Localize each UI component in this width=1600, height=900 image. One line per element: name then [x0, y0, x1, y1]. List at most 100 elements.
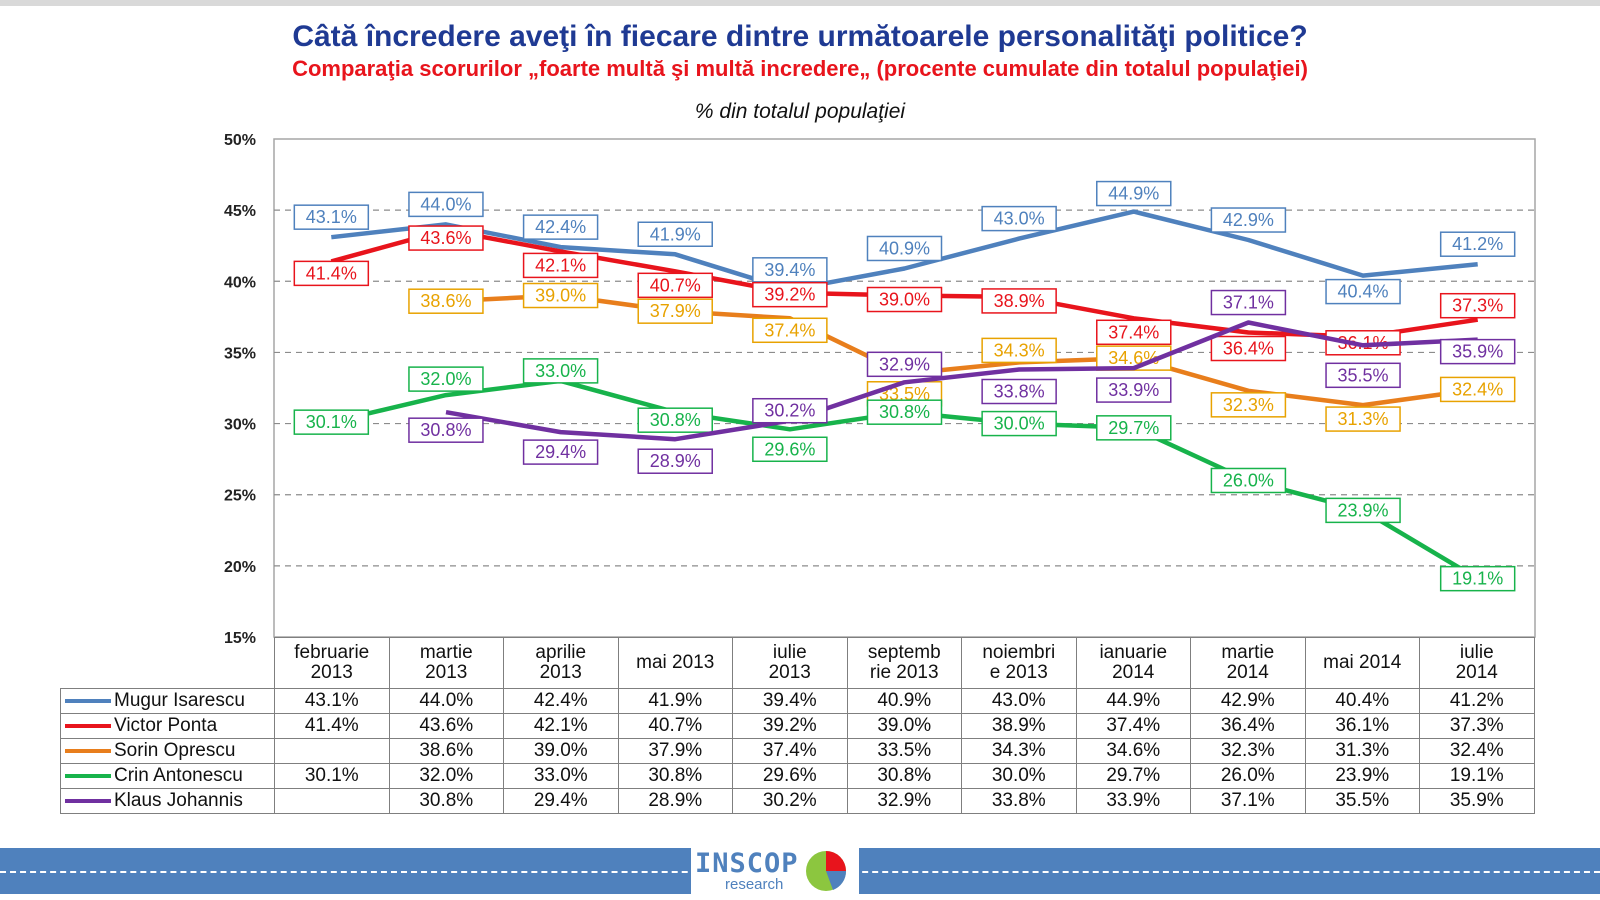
y-tick-label: 20% [224, 559, 256, 576]
data-label: 44.0% [420, 194, 471, 214]
data-label-box [752, 397, 828, 424]
footer-bar: INSCOP research [0, 846, 1600, 896]
data-label-box [637, 448, 713, 474]
data-label: 41.4% [306, 263, 357, 283]
data-label: 38.6% [420, 291, 471, 311]
value-cell: 37.4% [1075, 713, 1191, 739]
table-row: Mugur Isarescu 43.1% 44.0% 42.4% 41.9% 39.4% 4… [60, 688, 1535, 714]
data-label-box [866, 399, 943, 425]
data-label: 19.1% [1452, 569, 1503, 589]
data-label: 42.4% [535, 217, 586, 237]
value-cell: 42.9% [1190, 688, 1306, 714]
category-label: martie 2013 [388, 637, 504, 689]
category-label: aprilie 2013 [503, 637, 619, 689]
data-label-box [1096, 377, 1172, 403]
data-label-box [522, 358, 599, 384]
data-label: 32.0% [420, 369, 471, 389]
category-label: iulie 2013 [732, 637, 848, 689]
series-mugur-isarescu: 43.1% 44.0% 42.4% 41.9% 39.4% 40.9% 43.0% 44.9%… [293, 180, 1516, 305]
series-sorin-oprescu: 38.6% 39.0%37.9%37.4%33.5%34.3% 34.6%32.3%… [408, 282, 1516, 432]
value-cell: 39.0% [846, 713, 962, 739]
series-victor-ponta: 41.4% 43.6% 42.1% 40.7% 39.2% 39.0% 38.9% 37.4%… [293, 225, 1516, 362]
value-cell: 39.2% [732, 713, 848, 739]
data-label-box [1096, 319, 1172, 346]
value-cell: 35.5% [1304, 788, 1420, 814]
value-cell: 33.9% [1075, 788, 1191, 814]
data-label: 39.2% [764, 285, 815, 305]
series-name-cell: Sorin Oprescu [60, 738, 275, 764]
data-label-box [1439, 338, 1516, 365]
data-label: 37.3% [1452, 296, 1503, 316]
data-label: 33.9% [1108, 380, 1159, 400]
pie-logo-icon [806, 851, 847, 891]
data-label-box [1210, 392, 1287, 418]
data-label: 23.9% [1338, 500, 1389, 520]
category-label: martie 2014 [1190, 637, 1306, 689]
value-cell: 30.8% [617, 763, 733, 789]
value-cell: 32.9% [846, 788, 962, 814]
data-label-box [1210, 289, 1287, 316]
data-label: 33.8% [994, 382, 1045, 402]
data-label: 42.9% [1223, 210, 1274, 230]
logo-subtext: research [725, 876, 784, 893]
data-label: 30.0% [994, 414, 1045, 434]
value-cell: 41.9% [617, 688, 733, 714]
value-cell: 34.3% [961, 738, 1077, 764]
data-label-box [752, 257, 828, 283]
value-cell: 43.1% [274, 688, 390, 714]
data-label: 38.9% [994, 291, 1045, 311]
value-cell: 40.4% [1304, 688, 1420, 714]
data-label-box [981, 205, 1057, 232]
y-tick-label: 50% [224, 132, 256, 149]
top-border [0, 0, 1600, 6]
data-label-box [752, 281, 828, 308]
data-label-box [408, 191, 484, 218]
value-cell: 28.9% [617, 788, 733, 814]
series-name-cell: Mugur Isarescu [60, 688, 275, 714]
y-tick-label: 30% [224, 417, 256, 434]
table-row: Klaus Johannis 30.8% 29.4% 28.9% 30.2% 32.9% 3… [60, 788, 1535, 814]
data-label: 35.9% [1452, 342, 1503, 362]
value-cell: 32.0% [388, 763, 504, 789]
data-label: 26.0% [1223, 470, 1274, 490]
data-label: 39.4% [764, 260, 815, 280]
value-cell: 35.9% [1419, 788, 1535, 814]
data-label-box [522, 439, 599, 465]
value-cell: 44.0% [388, 688, 504, 714]
logo-text: INSCOP [695, 848, 799, 879]
data-label: 37.9% [650, 301, 701, 321]
data-label: 41.9% [650, 224, 701, 244]
data-label: 32.4% [1452, 379, 1503, 399]
value-cell: 36.1% [1304, 713, 1420, 739]
legend-swatch [65, 698, 111, 703]
data-label: 30.1% [306, 412, 357, 432]
table-row: Crin Antonescu 30.1% 32.0% 33.0% 30.8% 29.6% 3… [60, 763, 1535, 789]
table-row: Victor Ponta 41.4% 43.6% 42.1% 40.7% 39.2% 39.… [60, 713, 1535, 739]
value-cell: 29.6% [732, 763, 848, 789]
value-cell: 37.4% [732, 738, 848, 764]
value-cell: 30.8% [388, 788, 504, 814]
y-tick-label: 45% [224, 203, 256, 220]
data-label-box [981, 410, 1057, 437]
data-label: 39.0% [879, 290, 930, 310]
data-label: 40.9% [879, 238, 930, 258]
value-cell: 39.0% [503, 738, 619, 764]
data-label: 40.4% [1338, 282, 1389, 302]
value-cell: 29.4% [503, 788, 619, 814]
category-label: noiembri e 2013 [961, 637, 1077, 689]
value-cell: 38.6% [388, 738, 504, 764]
value-cell: 41.4% [274, 713, 390, 739]
value-cell: 39.4% [732, 688, 848, 714]
data-label: 36.4% [1223, 339, 1274, 359]
value-cell: 43.0% [961, 688, 1077, 714]
value-cell: 32.3% [1190, 738, 1306, 764]
series-crin-antonescu: 30.1% 32.0% 33.0% 30.8% 29.6% 30.8% 30.0% 29.7%… [293, 358, 1516, 592]
category-label: mai 2013 [617, 637, 733, 689]
data-label-box [522, 214, 599, 240]
series-name-cell: Victor Ponta [60, 713, 275, 739]
data-label: 29.6% [764, 439, 815, 459]
value-cell: 43.6% [388, 713, 504, 739]
data-label-box [408, 417, 484, 443]
table-header-row: februarie 2013 martie 2013 aprilie 2013 mai 20… [61, 637, 1535, 689]
y-tick-label: 35% [224, 345, 256, 362]
